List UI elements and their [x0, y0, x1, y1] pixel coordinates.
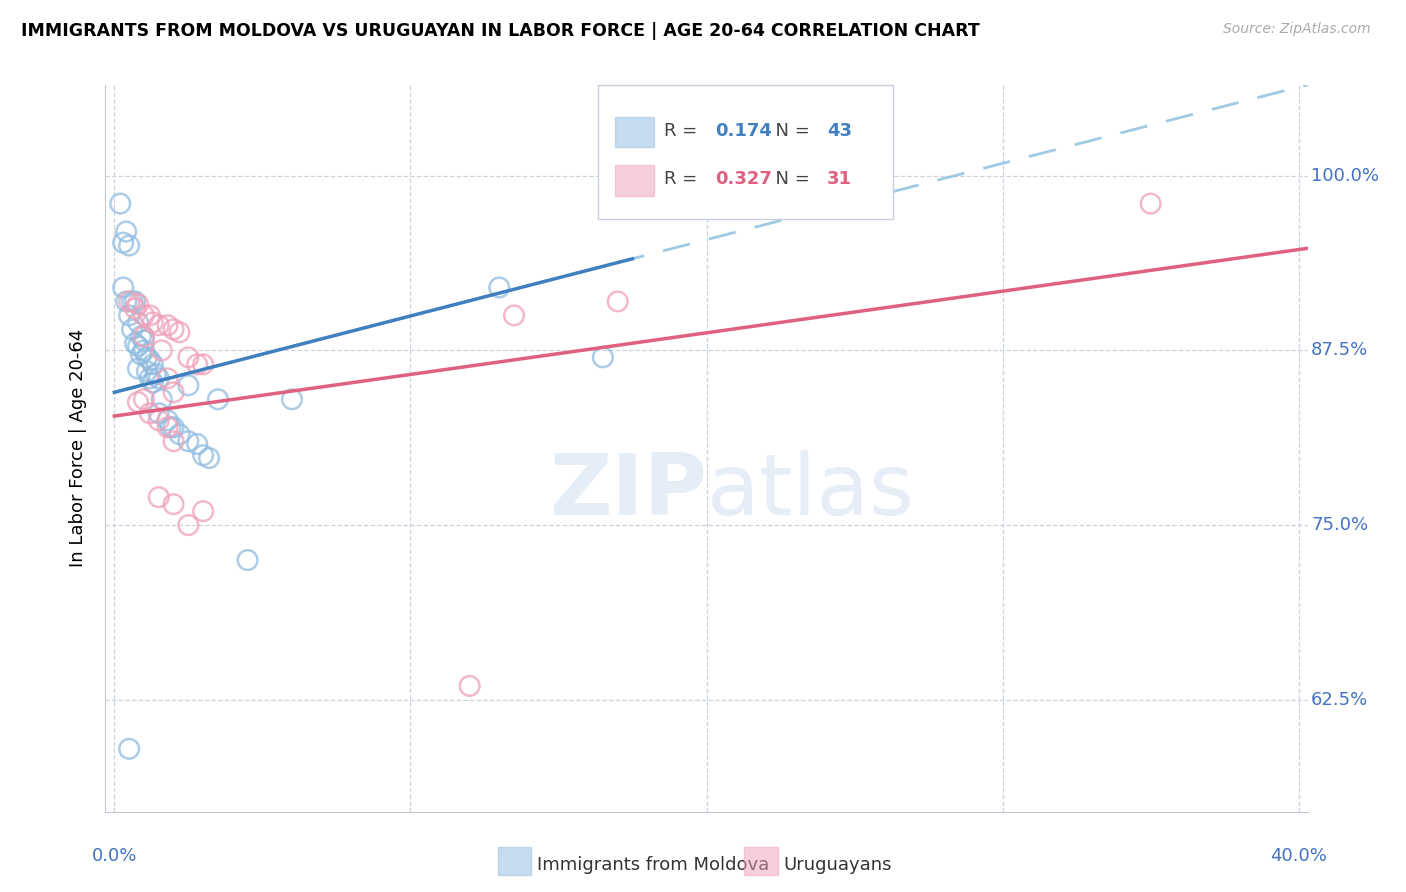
Point [135, 364, 157, 378]
Text: Source: ZipAtlas.com: Source: ZipAtlas.com [1223, 22, 1371, 37]
Text: N =: N = [765, 170, 815, 188]
Point [115, 225, 138, 239]
Point [129, 329, 152, 343]
Point [177, 378, 200, 392]
Point [169, 427, 191, 442]
Point [124, 294, 146, 309]
Point [191, 448, 214, 462]
Point [127, 315, 149, 329]
Point [139, 406, 162, 420]
Point [127, 339, 149, 353]
Text: 62.5%: 62.5% [1312, 691, 1368, 709]
Point [186, 357, 208, 371]
Point [236, 553, 259, 567]
Point [281, 392, 304, 407]
Point [191, 357, 214, 371]
Point [127, 297, 149, 311]
Text: IMMIGRANTS FROM MOLDOVA VS URUGUAYAN IN LABOR FORCE | AGE 20-64 CORRELATION CHAR: IMMIGRANTS FROM MOLDOVA VS URUGUAYAN IN … [21, 22, 980, 40]
Text: 0.174: 0.174 [714, 121, 772, 139]
Point [592, 351, 614, 365]
Y-axis label: In Labor Force | Age 20-64: In Labor Force | Age 20-64 [69, 329, 87, 567]
Point [148, 318, 170, 333]
Point [139, 309, 162, 323]
Point [135, 351, 157, 365]
Point [198, 450, 221, 465]
Text: Immigrants from Moldova: Immigrants from Moldova [537, 856, 769, 874]
Point [142, 357, 165, 371]
Point [118, 741, 141, 756]
Text: atlas: atlas [707, 450, 914, 533]
Point [129, 347, 152, 361]
FancyBboxPatch shape [599, 85, 893, 219]
Point [127, 361, 149, 376]
Point [150, 392, 173, 407]
Point [118, 238, 141, 252]
Point [118, 294, 141, 309]
Point [115, 294, 138, 309]
Point [150, 343, 173, 358]
Point [148, 490, 170, 504]
Text: N =: N = [765, 121, 815, 139]
Point [458, 679, 481, 693]
Point [156, 371, 179, 385]
Point [110, 196, 132, 211]
Point [488, 280, 510, 294]
Text: 31: 31 [827, 170, 852, 188]
Point [124, 336, 146, 351]
Point [156, 420, 179, 434]
Point [139, 371, 162, 385]
Text: 0.0%: 0.0% [91, 847, 136, 864]
Point [112, 280, 135, 294]
Point [132, 329, 155, 343]
Point [139, 353, 162, 368]
Point [503, 309, 526, 323]
Point [191, 504, 214, 518]
Point [148, 406, 170, 420]
Point [162, 385, 184, 400]
Point [118, 309, 141, 323]
Point [162, 322, 184, 336]
Point [112, 235, 135, 250]
Point [162, 420, 184, 434]
Point [1139, 196, 1161, 211]
Text: R =: R = [665, 170, 703, 188]
Point [162, 497, 184, 511]
Point [177, 434, 200, 449]
Point [145, 367, 167, 381]
Point [132, 309, 155, 323]
Point [148, 371, 170, 385]
Point [121, 294, 143, 309]
Point [121, 322, 143, 336]
Point [177, 518, 200, 533]
Point [148, 413, 170, 427]
Point [132, 392, 155, 407]
Point [156, 413, 179, 427]
Text: Uruguayans: Uruguayans [783, 856, 891, 874]
Point [207, 392, 229, 407]
Point [186, 437, 208, 451]
Text: 40.0%: 40.0% [1270, 847, 1327, 864]
Text: 0.327: 0.327 [714, 170, 772, 188]
FancyBboxPatch shape [616, 165, 654, 196]
Text: 75.0%: 75.0% [1312, 516, 1368, 534]
Point [606, 294, 628, 309]
Point [132, 334, 155, 348]
Point [142, 376, 165, 390]
FancyBboxPatch shape [616, 117, 654, 147]
Point [142, 315, 165, 329]
Point [127, 395, 149, 409]
Point [162, 434, 184, 449]
Point [132, 343, 155, 358]
Point [169, 325, 191, 339]
Point [159, 420, 181, 434]
Text: ZIP: ZIP [548, 450, 707, 533]
Text: R =: R = [665, 121, 703, 139]
Point [156, 318, 179, 333]
Text: 100.0%: 100.0% [1312, 167, 1379, 185]
Text: 43: 43 [827, 121, 852, 139]
Point [124, 301, 146, 316]
Point [177, 351, 200, 365]
Text: 87.5%: 87.5% [1312, 342, 1368, 359]
